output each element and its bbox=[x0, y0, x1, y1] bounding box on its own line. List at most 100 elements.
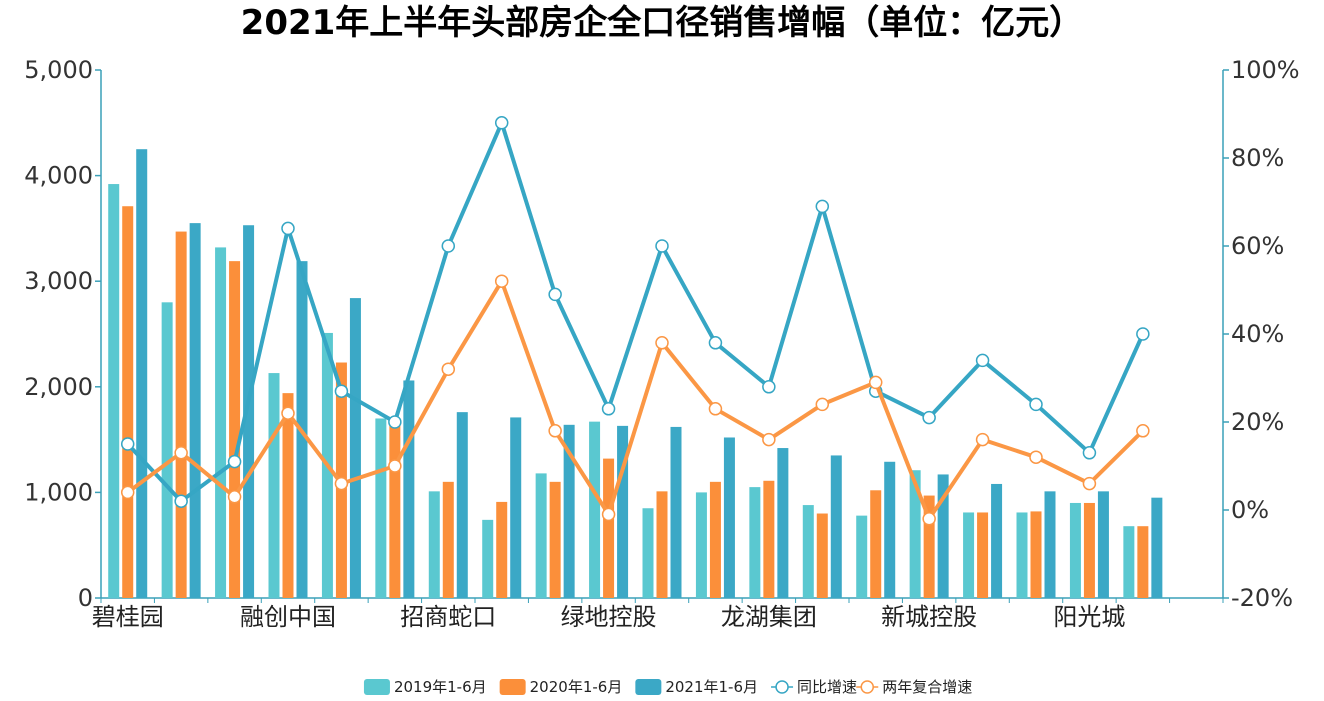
data-point bbox=[922, 410, 936, 425]
data-point bbox=[975, 353, 990, 368]
data-point bbox=[708, 402, 723, 416]
bar bbox=[549, 481, 561, 598]
legend-swatch bbox=[499, 679, 526, 695]
legend-item[interactable]: 2019年1-6月 bbox=[363, 678, 487, 696]
bar bbox=[535, 473, 547, 598]
bar bbox=[1123, 526, 1135, 598]
bar bbox=[442, 481, 454, 598]
bar bbox=[723, 437, 735, 598]
legend[interactable]: 2019年1-6月 2020年1-6月 2021年1-6月 同比增速 两年复合增速 bbox=[363, 678, 972, 696]
bar bbox=[563, 424, 575, 598]
bar bbox=[1016, 512, 1028, 598]
bar bbox=[496, 501, 508, 598]
data-point bbox=[708, 336, 723, 350]
data-point bbox=[334, 384, 349, 398]
bar bbox=[1030, 511, 1042, 598]
bar bbox=[909, 470, 921, 598]
bar bbox=[856, 515, 868, 598]
bar bbox=[175, 231, 187, 598]
data-point bbox=[1082, 476, 1097, 491]
bar bbox=[403, 380, 415, 598]
data-point bbox=[388, 415, 402, 429]
y-tick-label-right: 0% bbox=[1231, 496, 1269, 524]
bar bbox=[268, 373, 280, 598]
bar bbox=[617, 425, 629, 598]
data-point bbox=[601, 507, 616, 522]
y-tick-label-right: 20% bbox=[1231, 408, 1284, 436]
data-point bbox=[1136, 424, 1150, 438]
legend-item[interactable]: 2021年1-6月 bbox=[635, 678, 758, 696]
data-point bbox=[494, 274, 509, 288]
y-tick-label-right: 80% bbox=[1231, 144, 1284, 172]
bar bbox=[763, 480, 775, 598]
bar bbox=[1069, 502, 1081, 598]
bar bbox=[977, 512, 989, 598]
bar bbox=[749, 487, 761, 598]
data-point bbox=[1082, 446, 1097, 460]
y-tick-label-right: -20% bbox=[1231, 584, 1293, 612]
legend-label: 2019年1-6月 bbox=[394, 678, 487, 696]
bar bbox=[349, 298, 361, 598]
legend-marker bbox=[775, 680, 789, 694]
data-point bbox=[227, 454, 242, 469]
bar bbox=[816, 513, 828, 598]
data-point bbox=[281, 221, 295, 236]
bar bbox=[122, 206, 134, 598]
bar bbox=[108, 184, 120, 598]
bar bbox=[136, 149, 148, 598]
lines bbox=[120, 116, 1150, 526]
bar bbox=[642, 508, 654, 598]
data-point bbox=[120, 485, 135, 500]
legend-item[interactable]: 两年复合增速 bbox=[856, 678, 972, 696]
bar bbox=[589, 421, 601, 598]
legend-label: 两年复合增速 bbox=[882, 678, 972, 696]
bar bbox=[1083, 502, 1095, 598]
bar bbox=[389, 419, 401, 598]
x-tick-label: 招商蛇口 bbox=[400, 603, 496, 631]
data-point bbox=[494, 116, 509, 130]
legend-label: 2021年1-6月 bbox=[665, 678, 758, 696]
data-point bbox=[655, 239, 669, 253]
data-point bbox=[762, 380, 776, 394]
data-point bbox=[227, 490, 242, 504]
bar bbox=[603, 458, 615, 598]
data-point bbox=[815, 199, 830, 214]
legend-marker bbox=[860, 680, 874, 694]
legend-label: 同比增速 bbox=[797, 678, 857, 696]
legend-item[interactable]: 同比增速 bbox=[771, 678, 857, 696]
bar bbox=[709, 481, 721, 598]
y-tick-label-right: 40% bbox=[1231, 320, 1284, 348]
bar bbox=[1097, 491, 1109, 598]
data-point bbox=[548, 424, 562, 438]
bar bbox=[884, 461, 896, 598]
legend-swatch bbox=[363, 679, 390, 695]
bar bbox=[802, 505, 814, 598]
data-point bbox=[334, 476, 349, 491]
data-point bbox=[120, 437, 135, 451]
data-point bbox=[762, 432, 776, 447]
y-tick-label-left: 4,000 bbox=[24, 162, 93, 190]
bar bbox=[937, 474, 949, 598]
bar bbox=[670, 426, 682, 598]
bar bbox=[161, 302, 173, 598]
legend-item[interactable]: 2020年1-6月 bbox=[499, 678, 623, 696]
y-tick-label-right: 60% bbox=[1231, 232, 1284, 260]
bars bbox=[108, 149, 1163, 598]
bar bbox=[777, 448, 789, 598]
bar bbox=[963, 512, 975, 598]
y-tick-label-left: 5,000 bbox=[24, 56, 93, 84]
y-tick-label-left: 0 bbox=[78, 584, 93, 612]
data-point bbox=[441, 239, 456, 253]
data-point bbox=[868, 375, 883, 390]
bar bbox=[510, 417, 522, 598]
data-point bbox=[1029, 397, 1043, 412]
data-point bbox=[1136, 327, 1150, 341]
x-tick-label: 绿地控股 bbox=[561, 603, 657, 631]
bar bbox=[482, 519, 494, 598]
bar bbox=[870, 490, 882, 598]
data-point bbox=[441, 362, 456, 376]
y-tick-label-left: 1,000 bbox=[24, 478, 93, 506]
bar bbox=[991, 483, 1003, 598]
